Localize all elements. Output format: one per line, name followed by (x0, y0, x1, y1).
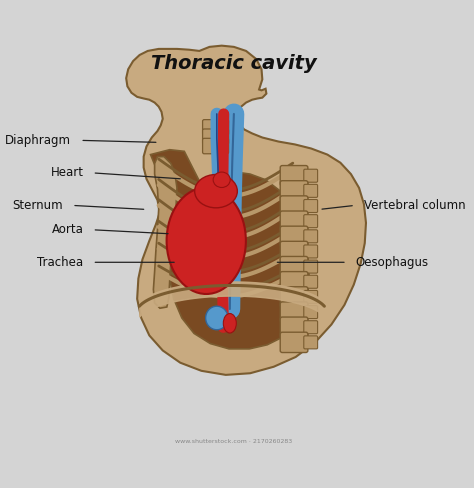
Text: Vertebral column: Vertebral column (364, 199, 465, 212)
Text: Oesophagus: Oesophagus (356, 256, 429, 269)
FancyBboxPatch shape (202, 138, 228, 154)
Ellipse shape (223, 313, 237, 333)
Ellipse shape (195, 175, 237, 208)
FancyBboxPatch shape (304, 169, 318, 182)
FancyBboxPatch shape (202, 120, 228, 135)
Polygon shape (151, 150, 309, 349)
FancyBboxPatch shape (304, 305, 318, 319)
FancyBboxPatch shape (304, 245, 318, 258)
FancyBboxPatch shape (304, 215, 318, 228)
FancyBboxPatch shape (280, 226, 308, 246)
FancyBboxPatch shape (280, 196, 308, 216)
FancyBboxPatch shape (304, 275, 318, 288)
FancyBboxPatch shape (304, 321, 318, 334)
FancyBboxPatch shape (304, 200, 318, 212)
Text: Diaphragm: Diaphragm (5, 134, 71, 147)
Text: Thoracic cavity: Thoracic cavity (151, 54, 317, 73)
Text: Trachea: Trachea (37, 256, 83, 269)
FancyBboxPatch shape (280, 241, 308, 262)
FancyBboxPatch shape (280, 287, 308, 307)
FancyBboxPatch shape (280, 317, 308, 337)
Polygon shape (126, 46, 366, 375)
FancyBboxPatch shape (280, 181, 308, 201)
Text: Heart: Heart (51, 166, 83, 180)
FancyBboxPatch shape (280, 257, 308, 277)
FancyBboxPatch shape (280, 211, 308, 231)
FancyBboxPatch shape (202, 129, 228, 144)
Ellipse shape (167, 187, 246, 294)
Ellipse shape (213, 172, 230, 187)
FancyBboxPatch shape (304, 260, 318, 273)
FancyBboxPatch shape (304, 230, 318, 243)
FancyBboxPatch shape (304, 290, 318, 304)
FancyBboxPatch shape (280, 272, 308, 292)
Text: Sternum: Sternum (12, 199, 63, 212)
Ellipse shape (206, 306, 228, 330)
Text: www.shutterstock.com · 2170260283: www.shutterstock.com · 2170260283 (175, 439, 292, 444)
FancyBboxPatch shape (280, 165, 308, 186)
FancyBboxPatch shape (280, 302, 308, 322)
FancyBboxPatch shape (280, 332, 308, 352)
Polygon shape (154, 157, 177, 308)
FancyBboxPatch shape (304, 184, 318, 197)
Text: Aorta: Aorta (52, 224, 83, 236)
FancyBboxPatch shape (304, 336, 318, 349)
